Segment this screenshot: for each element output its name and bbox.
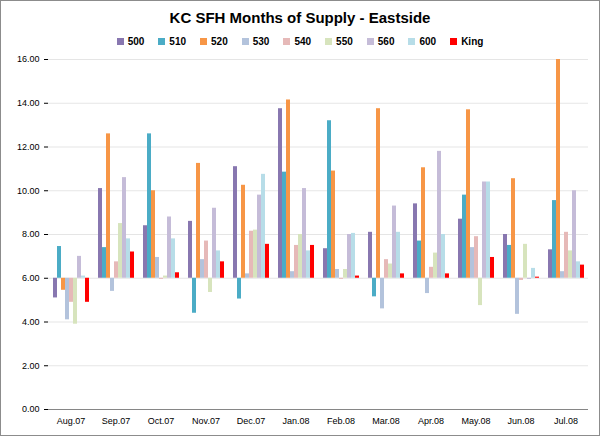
- html-text:520: 520: [211, 35, 228, 47]
- html-text:600: 600: [419, 35, 437, 47]
- svg-text:Oct.07: Oct.07: [148, 416, 175, 426]
- html-text:KC SFH Months of Supply - East: KC SFH Months of Supply - Eastside: [169, 9, 431, 26]
- svg-text:Apr.08: Apr.08: [418, 416, 444, 426]
- svg-text:Jan.08: Jan.08: [282, 416, 309, 426]
- svg-text:6.00: 6.00: [22, 273, 40, 283]
- svg-text:8.00: 8.00: [22, 229, 40, 239]
- svg-text:Dec.07: Dec.07: [237, 416, 266, 426]
- svg-text:10.00: 10.00: [17, 186, 40, 196]
- svg-text:0.00: 0.00: [22, 404, 40, 414]
- svg-text:12.00: 12.00: [17, 142, 40, 152]
- svg-text:Jun.08: Jun.08: [507, 416, 534, 426]
- svg-text:2.00: 2.00: [22, 361, 40, 371]
- svg-text:Jul.08: Jul.08: [554, 416, 578, 426]
- html-text:560: 560: [377, 35, 395, 47]
- html-text:540: 540: [294, 35, 312, 47]
- svg-text:Nov.07: Nov.07: [192, 416, 220, 426]
- svg-text:May.08: May.08: [462, 416, 491, 426]
- html-text:500: 500: [127, 35, 145, 47]
- svg-text:Sep.07: Sep.07: [102, 416, 131, 426]
- html-text:King: King: [461, 35, 484, 47]
- svg-text:14.00: 14.00: [17, 98, 40, 108]
- svg-text:Feb.08: Feb.08: [327, 416, 355, 426]
- html-text:530: 530: [252, 35, 270, 47]
- svg-text:4.00: 4.00: [22, 317, 40, 327]
- svg-text:16.00: 16.00: [17, 54, 40, 64]
- svg-text:Aug.07: Aug.07: [57, 416, 86, 426]
- html-text:550: 550: [336, 35, 353, 47]
- svg-text:Mar.08: Mar.08: [372, 416, 400, 426]
- html-text:510: 510: [169, 35, 186, 47]
